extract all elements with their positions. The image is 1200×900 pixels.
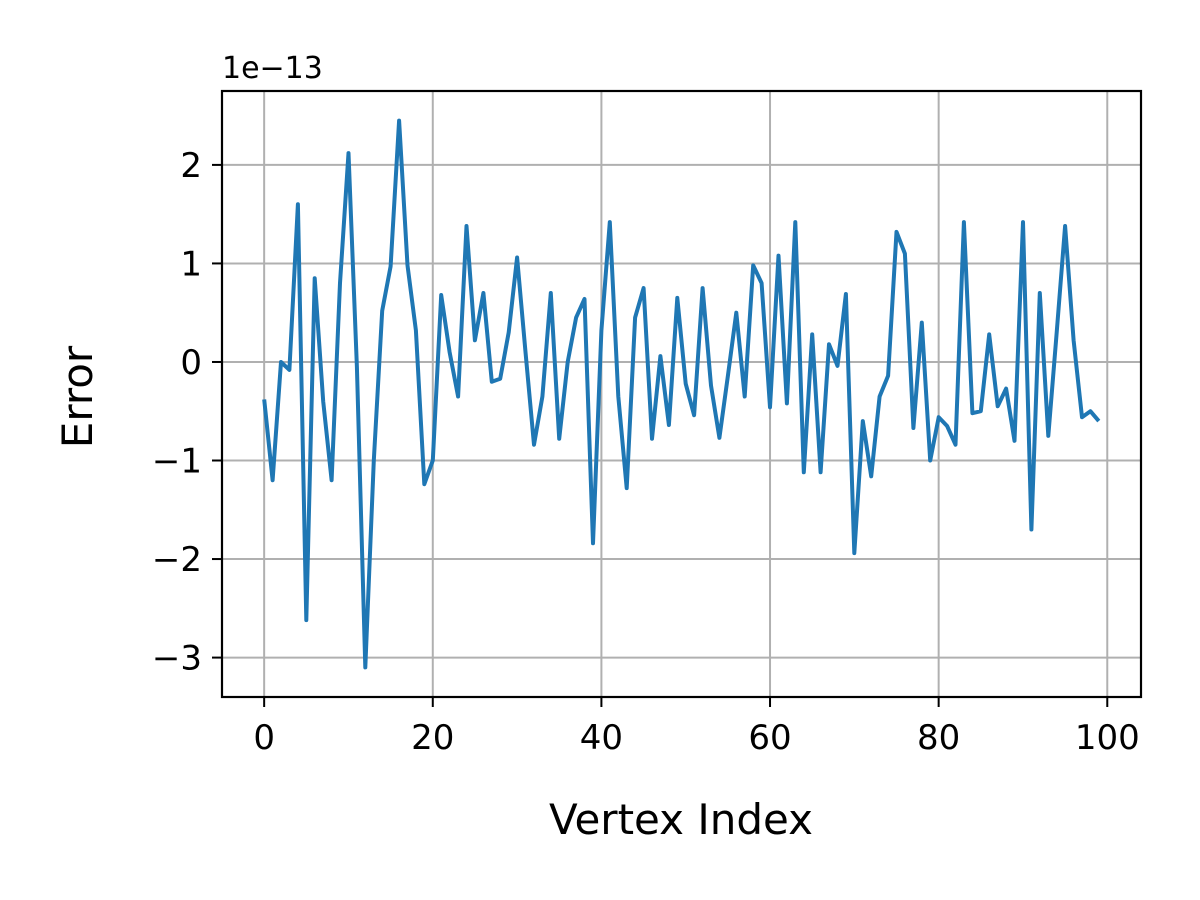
y-tick-label: −1 bbox=[152, 442, 202, 482]
x-tick-label: 60 bbox=[748, 718, 791, 758]
plot-frame bbox=[220, 89, 1143, 699]
x-tick-label: 0 bbox=[253, 718, 275, 758]
y-axis-offset-text: 1e−13 bbox=[222, 51, 323, 86]
series-layer bbox=[262, 118, 1101, 670]
y-tick-label: 1 bbox=[180, 244, 202, 284]
series-line bbox=[262, 118, 1101, 670]
y-tick-label: 0 bbox=[180, 343, 202, 383]
x-axis-ticks: 0 20 40 60 80 100 bbox=[253, 697, 1140, 758]
y-axis-ticks: −3 −2 −1 0 1 2 bbox=[152, 146, 222, 679]
y-tick-label: 2 bbox=[180, 146, 202, 186]
x-tick-label: 20 bbox=[411, 718, 454, 758]
y-axis-label: Error bbox=[53, 345, 102, 448]
x-tick-label: 100 bbox=[1075, 718, 1140, 758]
x-tick-label: 40 bbox=[580, 718, 623, 758]
x-axis-label: Vertex Index bbox=[549, 795, 813, 844]
x-tick-label: 80 bbox=[917, 718, 960, 758]
y-tick-label: −3 bbox=[152, 639, 202, 679]
y-tick-label: −2 bbox=[152, 540, 202, 580]
